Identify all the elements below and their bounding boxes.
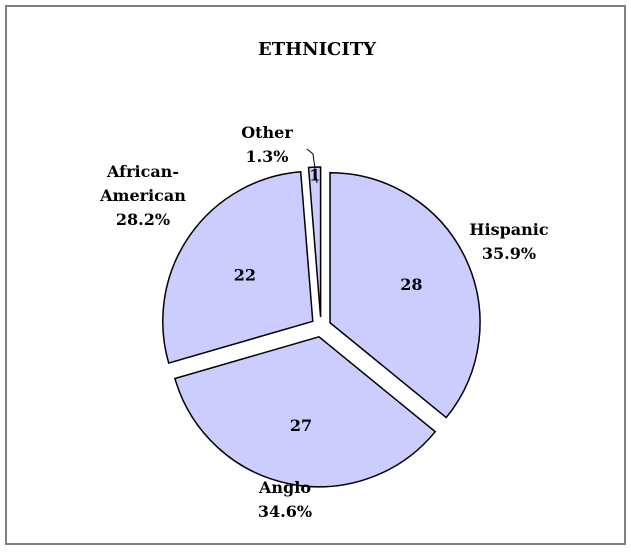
pie-labels: 28 Hispanic 35.9% 27 Anglo 34.6% 22 African-Ame…: [99, 123, 549, 521]
pie-slices: [162, 166, 481, 488]
pie-slice-hispanic: [329, 171, 481, 419]
slice-category-label-anglo: Anglo 34.6%: [258, 478, 312, 521]
leader-line-other: [306, 148, 318, 184]
pie-chart: ETHNICITY 28 Hispanic 35.9% 27 Anglo 34.6% 22 A…: [99, 39, 549, 521]
chart-frame: ETHNICITY 28 Hispanic 35.9% 27 Anglo 34.6% 22 A…: [5, 5, 626, 545]
chart-title: ETHNICITY: [258, 39, 377, 60]
slice-category-label-african-american: African-American 28.2%: [99, 162, 186, 229]
slice-value-other: 1: [309, 166, 320, 185]
slice-category-label-hispanic: Hispanic 35.9%: [469, 220, 548, 263]
slice-value-hispanic: 28: [400, 275, 422, 294]
pie-slice-anglo: [173, 335, 437, 488]
pie-slice-african-american: [162, 170, 314, 364]
slice-value-anglo: 27: [290, 416, 312, 435]
slice-category-label-other: Other 1.3%: [241, 123, 293, 166]
slice-value-african-american: 22: [234, 265, 256, 284]
